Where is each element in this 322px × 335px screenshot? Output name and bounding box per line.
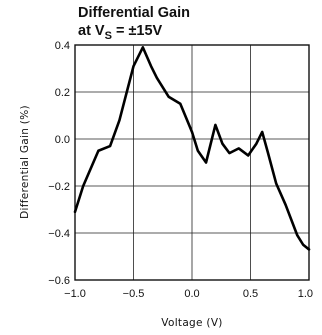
chart-title-prefix: at V — [78, 23, 105, 39]
grid-lines — [74, 44, 310, 281]
plot-frame — [74, 44, 310, 281]
y-tick-label: 0.0 — [55, 134, 70, 146]
y-tick-label: 0.2 — [55, 87, 70, 99]
y-tick-label: −0.2 — [48, 181, 70, 193]
x-tick-label: −1.0 — [64, 288, 86, 300]
x-tick-labels: −1.0 −0.5 0.0 0.5 1.0 — [64, 288, 313, 300]
x-axis-label: Voltage (V) — [161, 317, 222, 329]
x-tick-label: 1.0 — [298, 288, 313, 300]
chart-title-line1: Differential Gain — [78, 5, 190, 21]
y-tick-label: −0.4 — [48, 228, 70, 240]
differential-gain-series-line — [73, 46, 311, 251]
y-tick-label: 0.4 — [55, 40, 70, 52]
y-tick-labels: 0.4 0.2 0.0 −0.2 −0.4 −0.6 — [48, 40, 70, 287]
chart-title-subscript: S — [105, 30, 112, 42]
x-tick-label: 0.0 — [184, 288, 199, 300]
x-tick-label: 0.5 — [243, 288, 258, 300]
y-axis-label: Differential Gain (%) — [19, 105, 31, 219]
chart-title-suffix: = ±15V — [112, 23, 163, 39]
x-tick-label: −0.5 — [123, 288, 145, 300]
y-tick-label: −0.6 — [48, 275, 70, 287]
chart-title-line2: at VS = ±15V — [78, 23, 163, 42]
